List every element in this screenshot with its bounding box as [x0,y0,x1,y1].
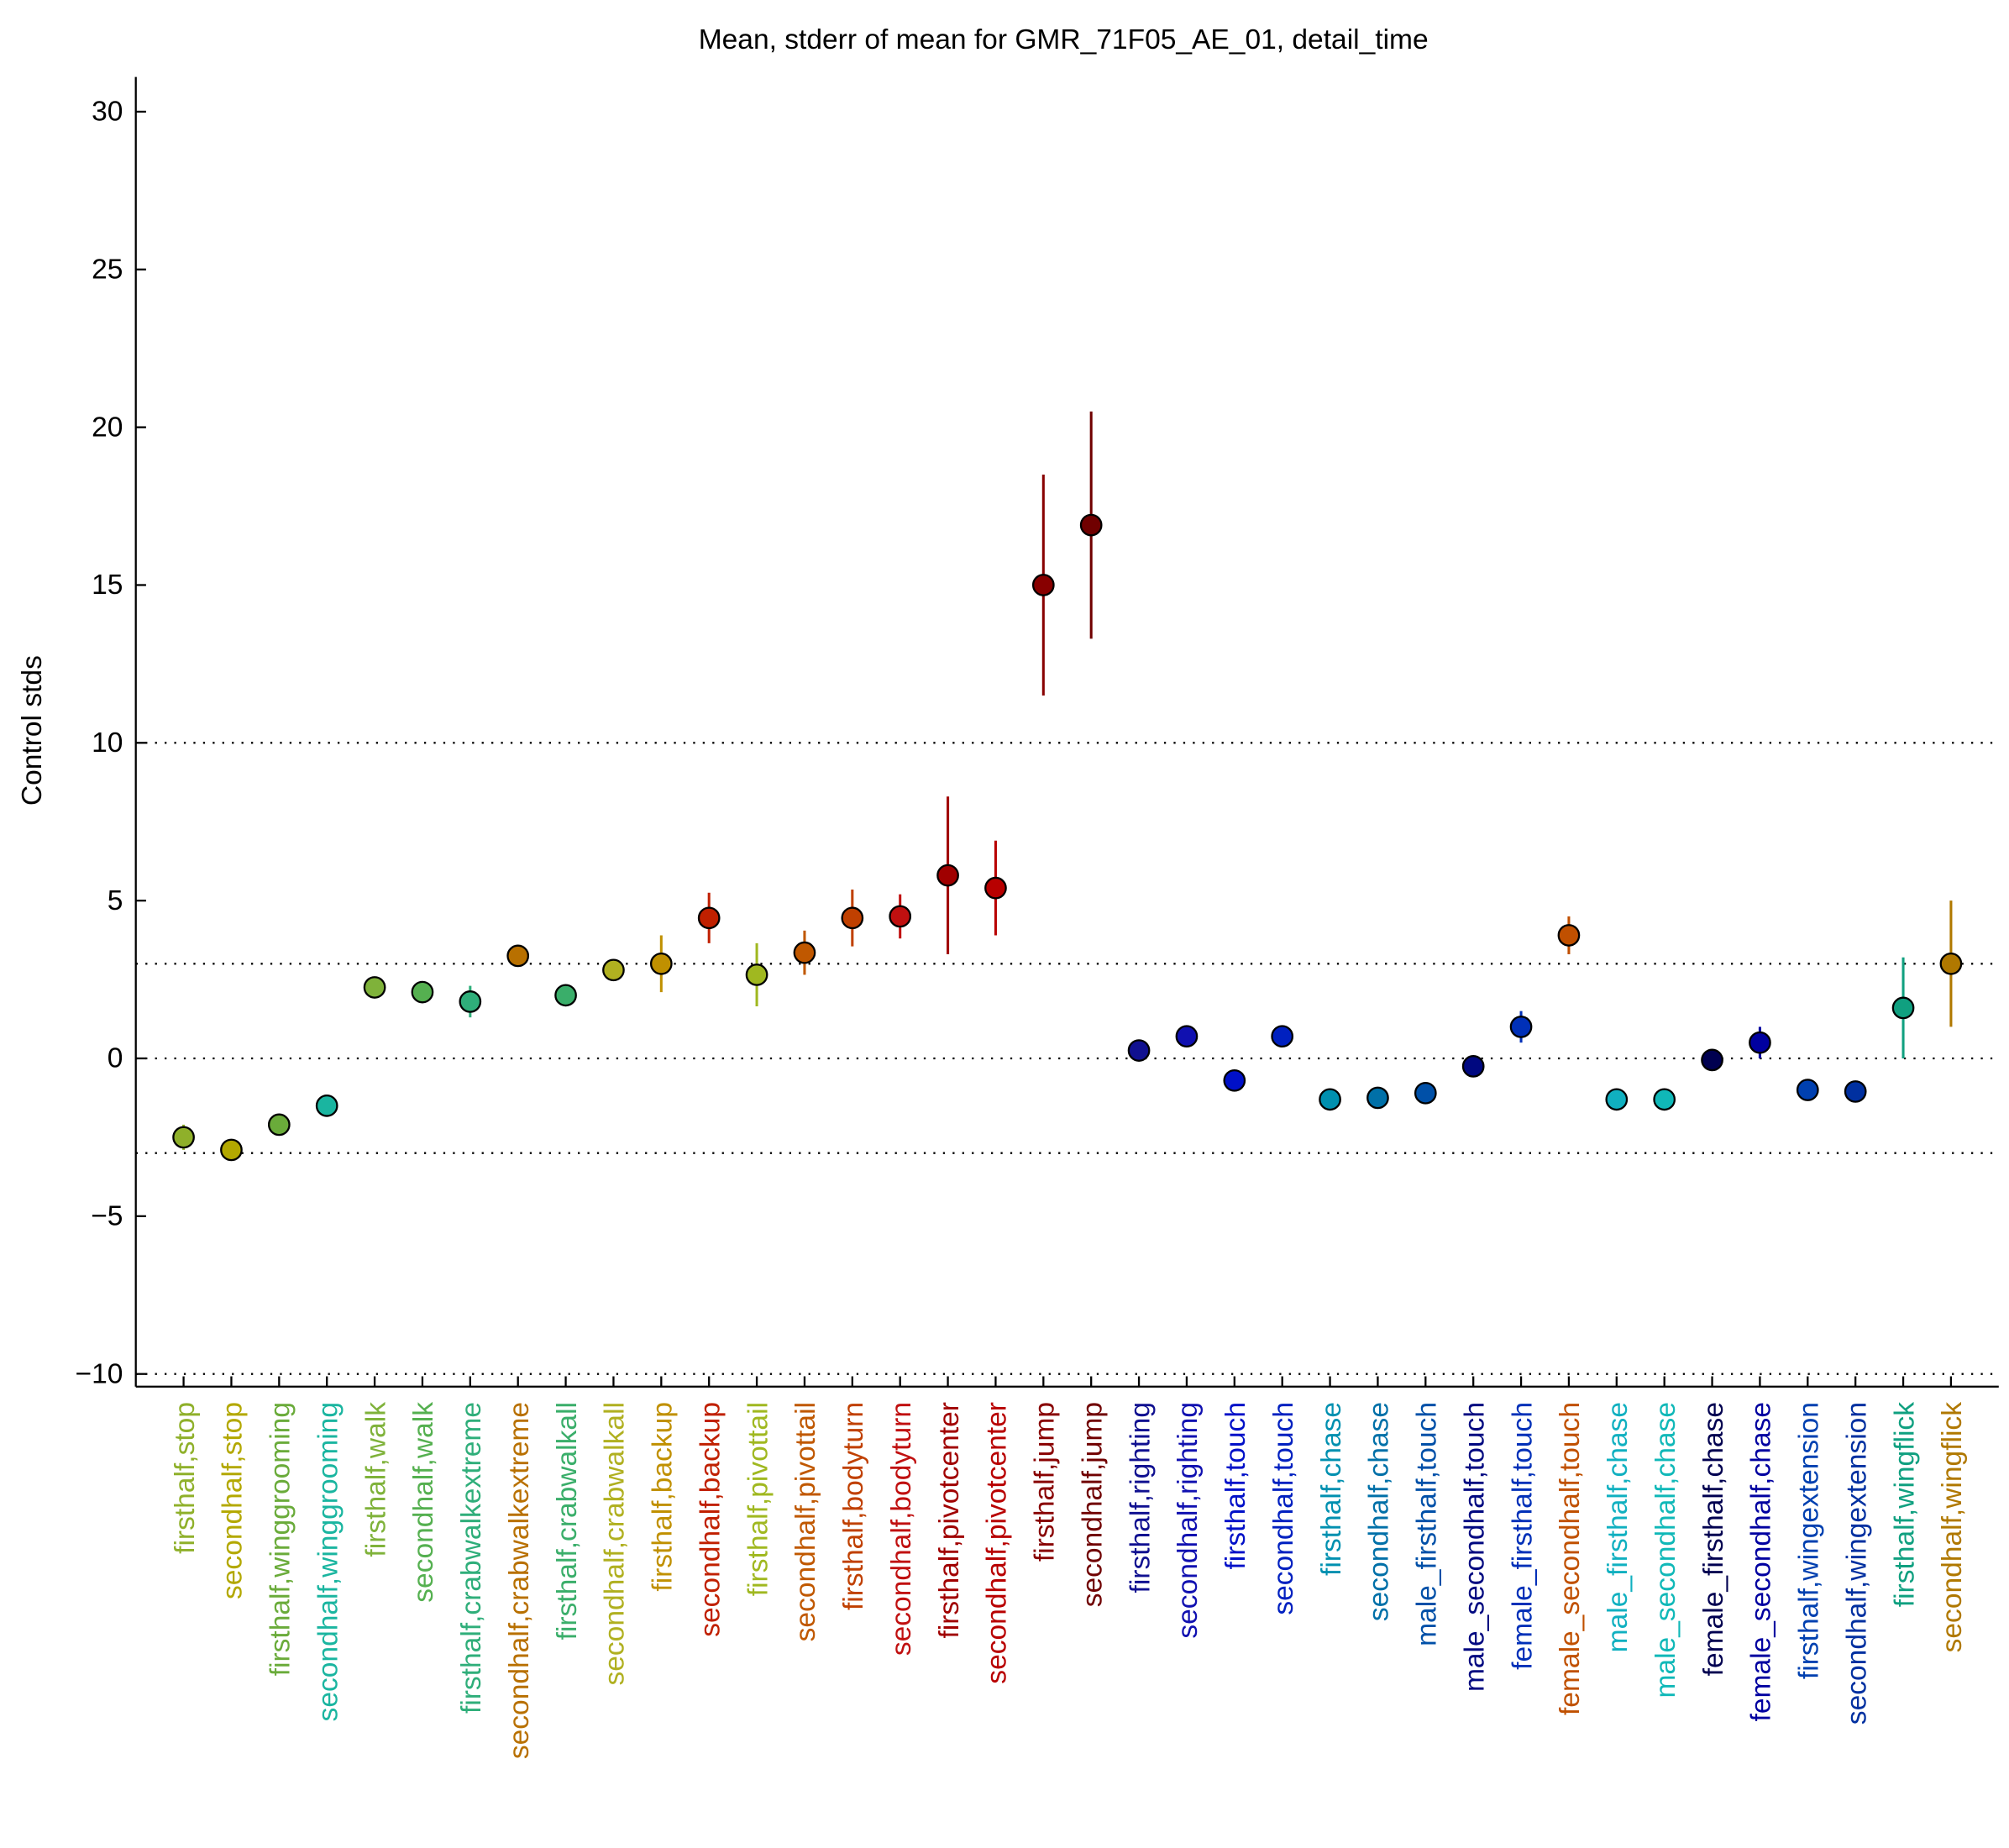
mean-marker [1031,574,1055,596]
mean-marker [649,952,673,975]
mean-marker [172,1126,195,1149]
mean-marker [1653,1088,1676,1111]
x-tick-label: firsthalf,jump [1030,1402,1061,1562]
x-tick-label: firsthalf,wingextension [1794,1402,1825,1679]
mean-marker [363,976,386,999]
mean-marker [602,958,625,982]
mean-marker [220,1138,243,1162]
x-tick-label: secondhalf,stop [218,1402,249,1599]
x-tick-label: male_firsthalf,touch [1412,1402,1443,1646]
mean-marker [1319,1088,1341,1111]
x-tick-label: firsthalf,walk [360,1402,391,1557]
y-tick-label: −5 [91,1201,123,1232]
x-tick-label: secondhalf,chase [1364,1402,1395,1621]
y-tick-label: 20 [92,412,123,443]
chart-title: Mean, stderr of mean for GMR_71F05_AE_01… [699,24,1429,55]
x-tick-label: firsthalf,winggrooming [265,1402,296,1676]
x-tick-label: secondhalf,walk [408,1402,439,1603]
mean-marker [459,990,482,1013]
x-tick-label: secondhalf,wingextension [1841,1402,1872,1725]
mean-marker [411,980,434,1004]
x-tick-label: firsthalf,touch [1220,1402,1251,1570]
y-tick-label: 15 [92,570,123,601]
x-tick-label: firsthalf,bodyturn [838,1402,869,1610]
x-tick-label: secondhalf,jump [1077,1402,1108,1607]
y-tick-label: 25 [92,254,123,285]
x-tick-label: firsthalf,pivotcenter [934,1402,965,1639]
mean-marker [697,906,721,930]
x-tick-label: female_firsthalf,touch [1507,1402,1538,1670]
mean-marker [1557,924,1581,947]
mean-marker [793,941,816,964]
x-tick-label: firsthalf,wingflick [1889,1402,1920,1607]
mean-marker [315,1095,338,1117]
x-tick-label: female_secondhalf,touch [1555,1402,1586,1715]
mean-marker [1796,1079,1819,1101]
x-tick-label: male_secondhalf,chase [1650,1402,1681,1698]
mean-marker [1461,1055,1485,1078]
mean-marker [841,906,864,930]
x-tick-label: secondhalf,pivottail [790,1402,821,1641]
mean-marker [267,1113,291,1137]
x-tick-label: secondhalf,wingflick [1937,1402,1968,1653]
x-tick-label: female_secondhalf,chase [1746,1402,1777,1721]
x-tick-label: male_secondhalf,touch [1459,1402,1490,1692]
mean-marker [1939,952,1963,975]
mean-marker [1605,1088,1629,1111]
x-tick-label: secondhalf,backup [695,1402,726,1637]
mean-marker [1891,996,1915,1020]
mean-marker [1175,1025,1199,1048]
x-tick-label: firsthalf,pivottail [742,1402,774,1596]
mean-marker [1366,1086,1389,1110]
x-tick-label: firsthalf,crabwalkextreme [456,1402,487,1714]
mean-marker [1701,1048,1723,1072]
mean-marker [745,963,768,986]
y-axis-label: Control stds [17,655,48,806]
mean-marker [1127,1039,1151,1062]
x-tick-label: female_firsthalf,chase [1698,1402,1729,1676]
x-tick-label: secondhalf,winggrooming [312,1402,344,1721]
mean-marker [936,864,959,887]
x-tick-label: firsthalf,chase [1316,1402,1347,1576]
y-tick-label: 10 [92,727,123,759]
x-tick-label: firsthalf,stop [170,1402,201,1554]
mean-marker [1414,1081,1437,1105]
mean-marker [1223,1068,1246,1092]
x-tick-label: secondhalf,crabwalkall [600,1402,631,1686]
mean-marker [984,876,1007,900]
mean-marker [1749,1031,1771,1054]
x-tick-label: firsthalf,crabwalkall [552,1402,583,1640]
x-tick-label: firsthalf,righting [1125,1402,1156,1593]
x-tick-label: secondhalf,bodyturn [886,1402,917,1656]
mean-marker [554,984,577,1007]
y-tick-label: 5 [108,885,123,916]
x-tick-label: male_firsthalf,chase [1602,1402,1634,1652]
mean-marker [1844,1080,1867,1103]
mean-marker [1271,1025,1294,1048]
x-tick-label: secondhalf,righting [1172,1402,1204,1639]
mean-marker [1079,513,1103,537]
x-tick-label: secondhalf,crabwalkextreme [504,1402,535,1759]
y-tick-label: −10 [76,1358,123,1389]
x-tick-label: secondhalf,pivotcenter [982,1402,1013,1684]
x-tick-label: secondhalf,touch [1268,1402,1299,1615]
mean-marker [506,944,530,968]
mean-marker [1509,1016,1533,1038]
mean-marker [889,905,912,928]
x-tick-label: firsthalf,backup [648,1402,679,1592]
y-tick-label: 0 [108,1043,123,1074]
y-tick-label: 30 [92,97,123,128]
